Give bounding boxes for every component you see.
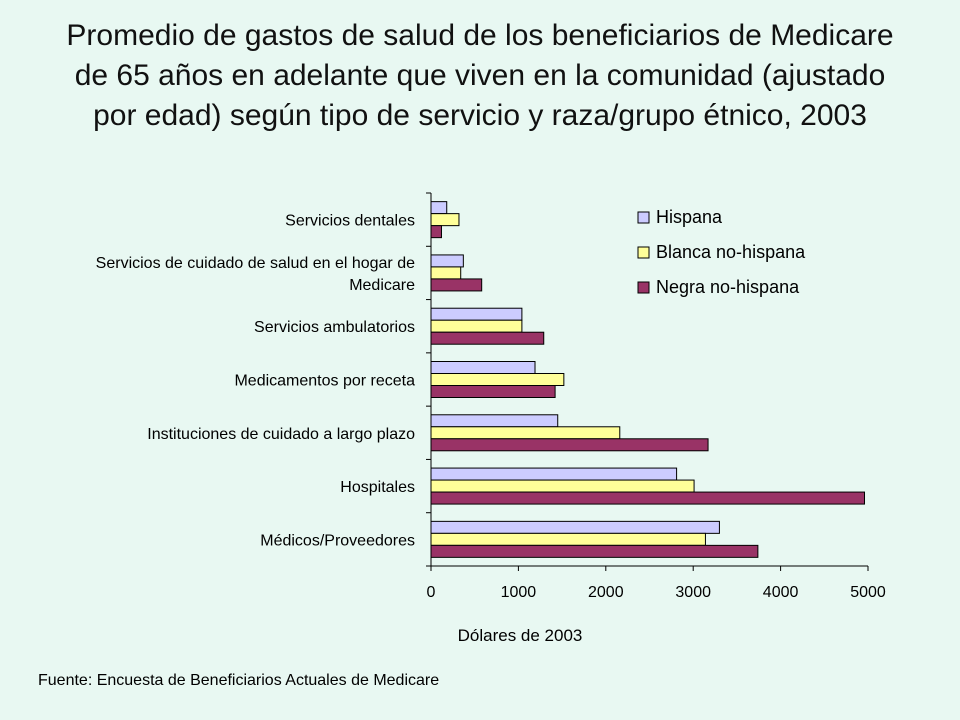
- x-tick-label: 3000: [675, 584, 711, 601]
- x-tick-label: 5000: [850, 584, 886, 601]
- category-label: Hospitales: [340, 479, 415, 496]
- x-tick-label: 1000: [501, 584, 537, 601]
- bar: [430, 373, 565, 386]
- bar: [430, 491, 866, 505]
- x-tick-label: 4000: [763, 584, 799, 601]
- legend-label: Hispana: [656, 207, 723, 227]
- x-axis-label: Dólares de 2003: [458, 626, 583, 645]
- bar: [430, 266, 462, 280]
- legend-swatch: [637, 211, 650, 224]
- category-labels: Servicios dentales Servicios de cuidado d…: [96, 213, 415, 550]
- bar: [430, 331, 545, 345]
- legend: Hispana Blanca no-hispana Negra no-hispana: [637, 207, 806, 297]
- bar: [430, 361, 536, 374]
- bar: [430, 414, 559, 428]
- bar: [430, 385, 556, 398]
- bar: [430, 307, 523, 321]
- x-tick-label: 0: [427, 584, 436, 601]
- x-axis: 0 1000 2000 3000 4000 5000: [426, 192, 886, 601]
- bar: [430, 467, 678, 481]
- bar: [430, 544, 759, 558]
- chart-title: Promedio de gastos de salud de los benef…: [66, 19, 894, 132]
- bar: [430, 319, 523, 333]
- bar: [430, 520, 720, 534]
- category-label: Instituciones de cuidado a largo plazo: [147, 426, 415, 443]
- source-note: Fuente: Encuesta de Beneficiarios Actual…: [38, 672, 440, 689]
- bars-group: [430, 201, 866, 558]
- legend-swatch: [637, 281, 650, 294]
- category-label: Medicare: [349, 277, 415, 294]
- bar: [430, 532, 706, 546]
- category-label: Servicios dentales: [285, 213, 415, 230]
- legend-swatch: [637, 246, 650, 259]
- bar: [430, 201, 448, 215]
- bar: [430, 213, 460, 227]
- legend-label: Negra no-hispana: [656, 277, 800, 297]
- bar: [430, 254, 464, 268]
- category-label: Servicios ambulatorios: [254, 319, 415, 336]
- legend-label: Blanca no-hispana: [656, 242, 806, 262]
- bar: [430, 479, 695, 493]
- category-label: Medicamentos por receta: [234, 373, 415, 390]
- x-tick-label: 2000: [588, 584, 624, 601]
- bar: [430, 225, 442, 239]
- category-label: Médicos/Proveedores: [260, 532, 415, 549]
- bar: [430, 438, 709, 452]
- bar: [430, 426, 621, 440]
- bar: [430, 278, 483, 292]
- category-label: Servicios de cuidado de salud en el hoga…: [96, 255, 415, 272]
